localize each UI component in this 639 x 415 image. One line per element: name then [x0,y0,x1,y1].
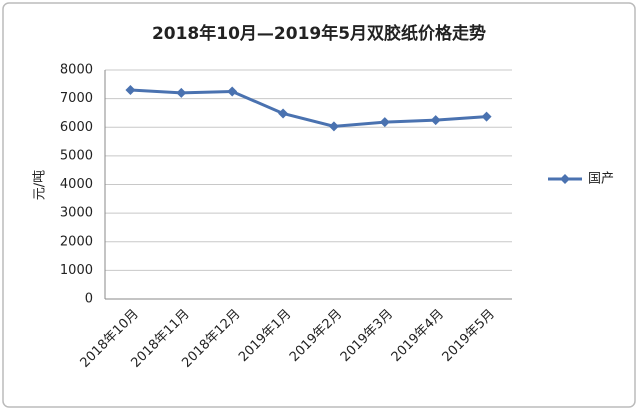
y-tick-label: 8000 [60,63,93,78]
point [176,87,187,98]
y-tick-label: 4000 [60,177,93,192]
line-series [130,88,487,128]
y-axis-label: 元/吨 [33,170,48,200]
y-tick-label: 6000 [60,120,93,135]
point [125,85,136,96]
y-tick-label: 0 [85,292,93,307]
point [328,121,339,132]
point [379,117,390,128]
chart-title: 2018年10月—2019年5月双胶纸价格走势 [152,23,486,44]
y-tick-label: 7000 [60,91,93,106]
y-tick-label: 2000 [60,234,93,249]
legend-marker [560,174,570,184]
y-tick-label: 1000 [60,263,93,278]
legend-label: 国产 [588,172,614,187]
y-tick-label: 3000 [60,206,93,221]
chart-frame [2,2,636,408]
y-tick-label: 5000 [60,148,93,163]
point [278,108,289,119]
point [430,115,441,126]
point [481,111,492,122]
point [227,86,238,97]
